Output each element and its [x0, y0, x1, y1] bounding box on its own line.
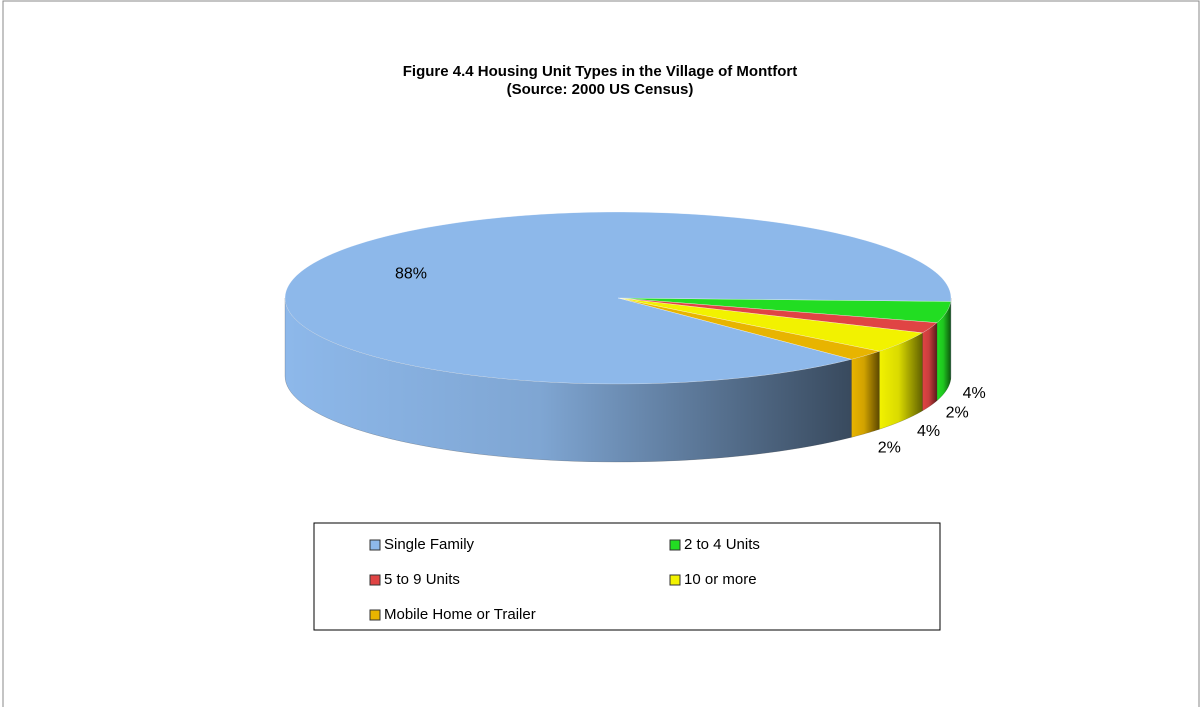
chart-title: Figure 4.4 Housing Unit Types in the Vil… — [403, 63, 797, 80]
legend-label: 2 to 4 Units — [684, 536, 760, 553]
legend-label: 5 to 9 Units — [384, 571, 460, 588]
data-label: 4% — [963, 385, 986, 402]
slice — [617, 297, 951, 323]
legend-swatch — [669, 574, 681, 586]
slice — [617, 297, 938, 333]
slice — [284, 211, 952, 385]
legend-label: Single Family — [384, 536, 475, 553]
slice — [617, 297, 880, 360]
slice-side-shade — [851, 351, 880, 438]
data-label: 2% — [878, 439, 901, 456]
legend-label: 10 or more — [684, 571, 757, 588]
legend-label: Mobile Home or Trailer — [384, 606, 536, 623]
legend-swatch — [369, 574, 381, 586]
legend-swatch — [369, 539, 381, 551]
slice — [617, 297, 923, 352]
data-label: 2% — [946, 405, 969, 422]
slice-side-shade — [922, 322, 938, 412]
data-label: 4% — [917, 423, 940, 440]
legend-box — [313, 522, 941, 631]
chart-subtitle: (Source: 2000 US Census) — [507, 81, 694, 98]
legend-swatch — [369, 609, 381, 621]
data-label: 88% — [395, 266, 427, 283]
legend-swatch — [669, 539, 681, 551]
